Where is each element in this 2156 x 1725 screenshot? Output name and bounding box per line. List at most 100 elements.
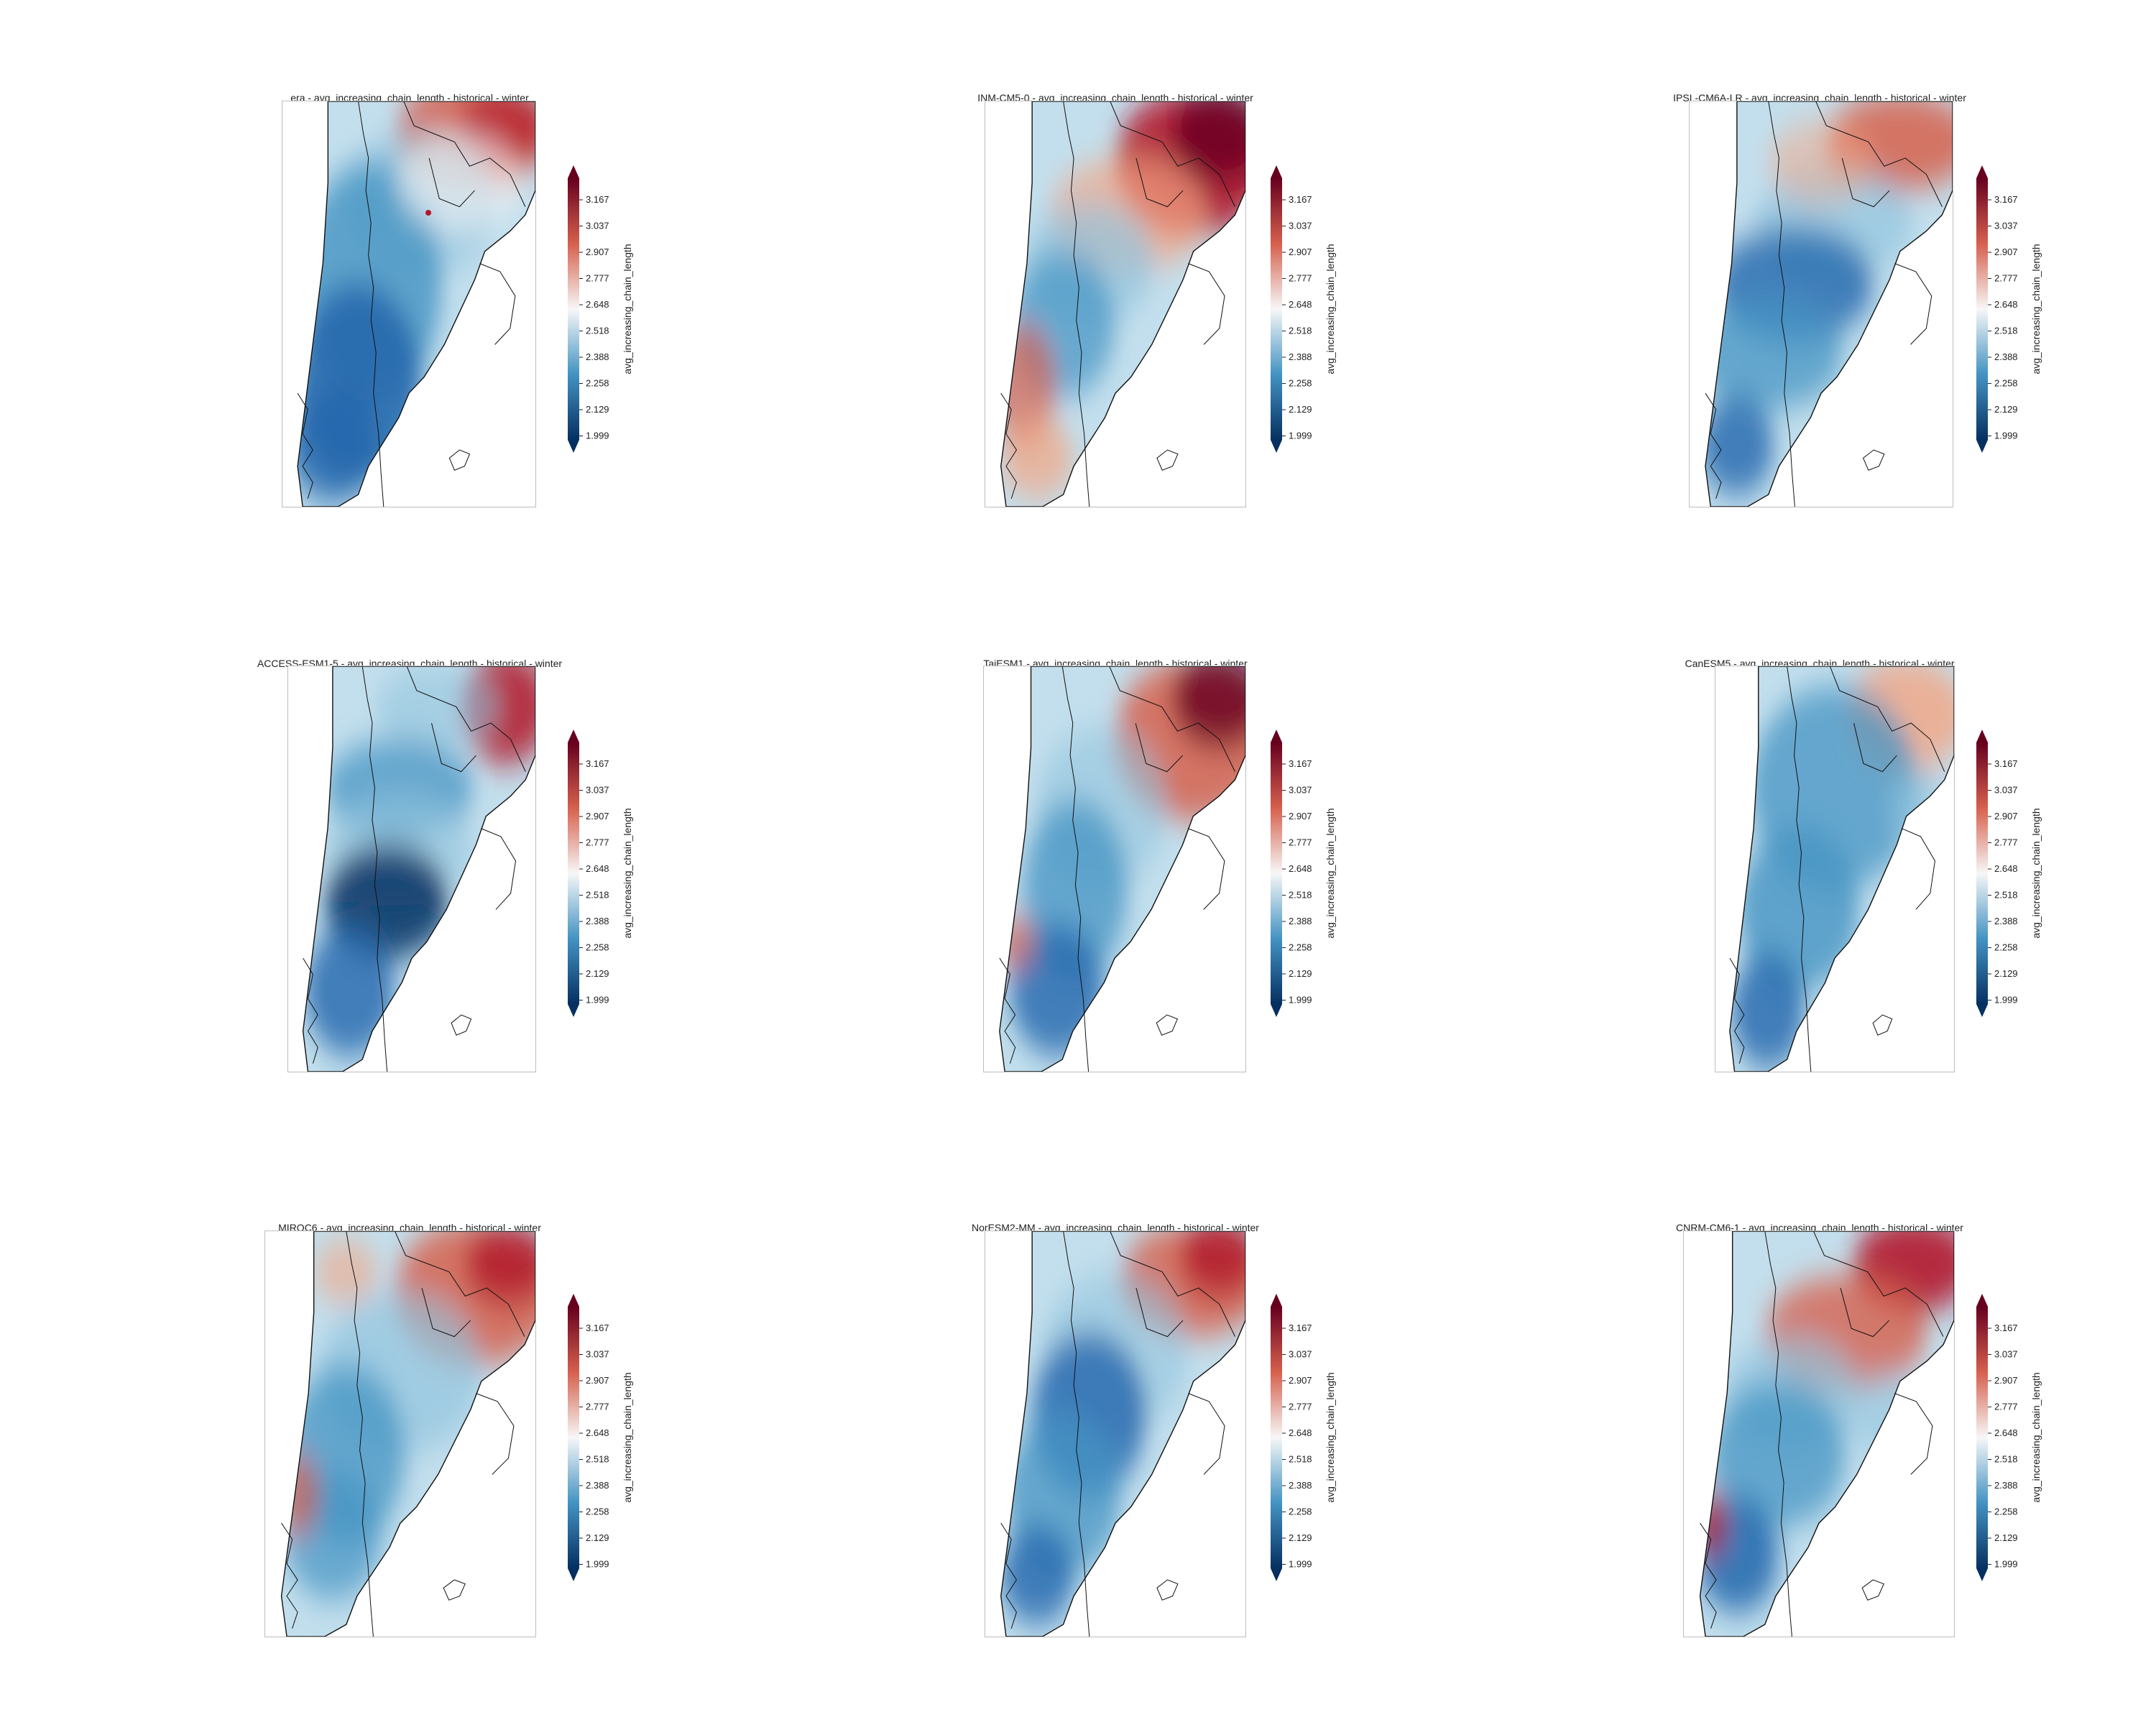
- map-field: [985, 101, 1245, 507]
- colorbar-tick-label: 2.648: [586, 299, 609, 310]
- coastline: [1705, 101, 1953, 507]
- chile-coast: [298, 393, 313, 499]
- coastline: [1700, 1231, 1954, 1637]
- colorbar-gradient: [1976, 1307, 1988, 1568]
- coastline: [282, 1231, 535, 1637]
- colorbar-tick-label: 1.999: [586, 431, 609, 441]
- colorbar-label: avg_increasing_chain_length: [1325, 244, 1336, 374]
- colorbar-tick-label: 2.907: [1994, 811, 2018, 822]
- colorbar-extend-min: [1271, 1004, 1282, 1017]
- colorbar-tick-label: 3.167: [1994, 758, 2018, 769]
- colorbar-extend-min: [1271, 440, 1282, 453]
- field-region: [281, 1454, 320, 1535]
- colorbar-gradient: [1271, 1307, 1282, 1568]
- colorbar-tick-label: 2.258: [1289, 1506, 1312, 1517]
- colorbar-extend-max: [1976, 730, 1988, 742]
- country-border: [1894, 1394, 1932, 1475]
- colorbar-tick-label: 1.999: [586, 995, 609, 1006]
- country-border: [1110, 1231, 1235, 1337]
- colorbar-tick-label: 2.258: [1994, 378, 2018, 389]
- colorbar: 3.167 3.037 2.907 2.777 2.648 2.518 2.388 2.258…: [1271, 1294, 1371, 1585]
- colorbar-tick-label: 2.258: [586, 942, 609, 953]
- country-border: [1064, 101, 1089, 507]
- colorbar-tick-label: 2.388: [586, 351, 609, 362]
- colorbar-tick-label: 2.518: [1994, 326, 2018, 336]
- colorbar-extend-min: [1271, 1568, 1282, 1581]
- hotspot-marker: [425, 210, 431, 216]
- map-panel: [1715, 666, 1955, 1072]
- falkland-islands: [449, 450, 469, 470]
- coastline: [1001, 101, 1245, 507]
- field-region: [1000, 417, 1074, 499]
- colorbar-tick-label: 2.518: [1289, 326, 1312, 336]
- colorbar-tick-label: 2.129: [586, 404, 609, 415]
- colorbar-tick-label: 2.777: [586, 837, 609, 848]
- colorbar-extend-max: [1976, 165, 1988, 178]
- colorbar-tick-label: 2.648: [1994, 1427, 2018, 1438]
- colorbar-tick-label: 2.907: [586, 811, 609, 822]
- colorbar-label: avg_increasing_chain_length: [2030, 1372, 2042, 1502]
- colorbar-label: avg_increasing_chain_length: [622, 808, 633, 938]
- colorbar-tick-label: 2.907: [1289, 811, 1312, 822]
- map-panel: [985, 1230, 1246, 1637]
- country-border: [1136, 158, 1183, 207]
- colorbar: 3.167 3.037 2.907 2.777 2.648 2.518 2.388 2.258…: [568, 1294, 668, 1585]
- country-border: [1135, 723, 1183, 772]
- chile-coast: [1700, 1523, 1717, 1629]
- colorbar: 3.167 3.037 2.907 2.777 2.648 2.518 2.388 2.258…: [1976, 1294, 2077, 1585]
- colorbar-tick-label: 2.777: [586, 273, 609, 284]
- colorbar: 3.167 3.037 2.907 2.777 2.648 2.518 2.388 2.258…: [568, 165, 668, 456]
- colorbar-tick-label: 2.777: [1289, 1402, 1312, 1412]
- colorbar-tick-label: 2.258: [586, 1506, 609, 1517]
- colorbar-tick-label: 3.167: [586, 1322, 609, 1333]
- field-region: [465, 1231, 535, 1305]
- colorbar-tick-label: 2.777: [1994, 1402, 2018, 1412]
- colorbar-tick-label: 2.907: [1994, 247, 2018, 257]
- colorbar-gradient: [1271, 742, 1282, 1004]
- colorbar-tick-label: 2.258: [1994, 942, 2018, 953]
- colorbar-label: avg_increasing_chain_length: [622, 1372, 633, 1502]
- colorbar-tick-label: 3.037: [586, 785, 609, 796]
- coastline: [1000, 666, 1245, 1072]
- colorbar-tick-label: 3.167: [1994, 194, 2018, 205]
- colorbar-tick-label: 2.388: [1994, 351, 2018, 362]
- country-border: [481, 829, 515, 910]
- country-border: [429, 158, 474, 207]
- field-region: [313, 1239, 379, 1305]
- field-region: [1705, 295, 1843, 410]
- falkland-islands: [451, 1015, 471, 1035]
- colorbar-extend-max: [568, 730, 579, 742]
- colorbar-tick-label: 2.129: [586, 1532, 609, 1543]
- colorbar-label: avg_increasing_chain_length: [2030, 244, 2042, 374]
- country-border: [395, 1231, 524, 1337]
- colorbar-extend-min: [1976, 1004, 1988, 1017]
- country-border: [1188, 1394, 1225, 1475]
- field-region: [1700, 1490, 1728, 1556]
- colorbar-tick-label: 2.388: [1994, 916, 2018, 926]
- country-border: [476, 1394, 514, 1475]
- map-field: [1715, 666, 1954, 1072]
- colorbar-extend-min: [1976, 1568, 1988, 1581]
- colorbar-tick-label: 1.999: [1994, 995, 2018, 1006]
- colorbar-tick-label: 3.167: [586, 758, 609, 769]
- falkland-islands: [1864, 450, 1884, 470]
- field-region: [1180, 1231, 1245, 1297]
- map-field: [984, 666, 1245, 1072]
- colorbar-tick-label: 1.999: [1994, 1559, 2018, 1570]
- colorbar-tick-label: 2.907: [1289, 1375, 1312, 1386]
- country-border: [1902, 829, 1935, 910]
- field-region: [396, 134, 523, 231]
- country-border: [1188, 829, 1225, 910]
- colorbar-extend-max: [1976, 1294, 1988, 1307]
- colorbar-tick-label: 2.907: [1994, 1375, 2018, 1386]
- map-panel: [1683, 1230, 1955, 1637]
- colorbar-tick-label: 1.999: [1994, 431, 2018, 441]
- colorbar-tick-label: 3.167: [586, 194, 609, 205]
- colorbar-tick-label: 2.388: [1289, 351, 1312, 362]
- colorbar-extend-min: [568, 1568, 579, 1581]
- colorbar-tick-label: 3.167: [1289, 194, 1312, 205]
- colorbar-tick-label: 2.518: [1289, 1454, 1312, 1465]
- colorbar-tick-label: 2.129: [1994, 1532, 2018, 1543]
- colorbar: 3.167 3.037 2.907 2.777 2.648 2.518 2.388 2.258…: [1271, 165, 1371, 456]
- colorbar-tick-label: 3.037: [1994, 221, 2018, 231]
